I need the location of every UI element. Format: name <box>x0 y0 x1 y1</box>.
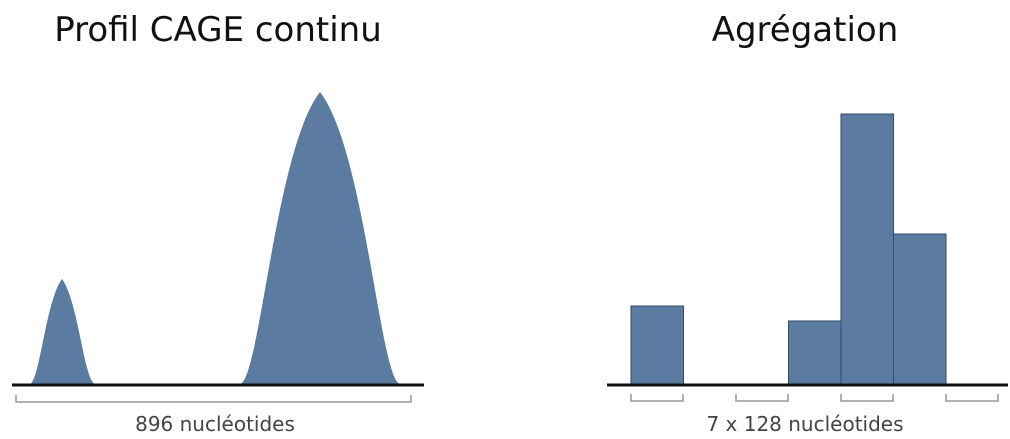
right-title: Agrégation <box>711 10 899 50</box>
large-peak <box>240 92 400 384</box>
bin-bracket <box>735 394 789 402</box>
left-title: Profil CAGE continu <box>54 10 382 50</box>
aggregated-bin <box>840 113 894 385</box>
right-panel: Agrégation 7 x 128 nucléotides <box>590 0 1010 439</box>
left-caption: 896 nucléotides <box>135 412 295 436</box>
bin-bracket <box>945 394 999 402</box>
small-peak <box>30 279 95 384</box>
right-caption: 7 x 128 nucléotides <box>706 412 904 436</box>
bin-bracket <box>840 394 894 402</box>
continuous-profile <box>12 92 424 403</box>
bin-bracket <box>630 394 684 402</box>
aggregated-bin <box>893 233 947 385</box>
right-brackets <box>630 394 999 402</box>
left-bracket <box>15 395 412 403</box>
left-panel: Profil CAGE continu 896 nucléotides <box>0 0 440 439</box>
aggregated-bin <box>630 305 684 385</box>
